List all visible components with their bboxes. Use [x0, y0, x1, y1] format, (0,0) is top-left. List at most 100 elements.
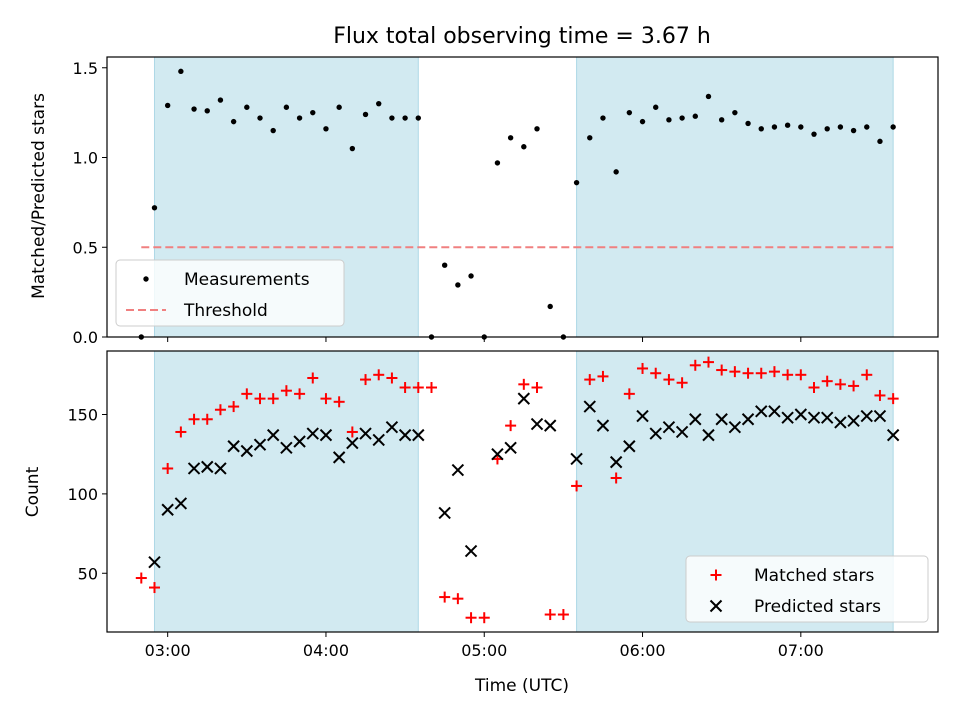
top-y-axis-label: Matched/Predicted stars — [29, 93, 49, 299]
data-point — [518, 378, 530, 390]
data-point — [310, 109, 316, 116]
data-point — [689, 413, 702, 426]
data-point — [782, 369, 794, 381]
data-point — [666, 117, 672, 123]
data-point — [164, 102, 171, 109]
data-point — [729, 366, 741, 378]
data-point — [270, 127, 276, 134]
data-point — [415, 115, 421, 121]
data-point — [332, 451, 346, 464]
data-point — [675, 425, 689, 439]
data-point — [850, 127, 857, 134]
data-point — [794, 408, 808, 421]
legend-label: Measurements — [184, 270, 310, 290]
top-panel: 0.0 0.5 1.0 1.5 Measurements Threshold — [73, 56, 939, 347]
data-point — [758, 126, 764, 132]
bottom-x-tick-label: 03:00 — [145, 641, 191, 660]
data-point — [741, 413, 755, 426]
data-point — [824, 126, 830, 132]
data-point — [662, 420, 676, 434]
data-point — [386, 372, 398, 384]
bottom-y-tick-label: 150 — [67, 406, 98, 425]
data-point — [504, 441, 517, 455]
data-point — [385, 420, 399, 434]
data-point — [465, 612, 477, 624]
data-point — [451, 463, 465, 477]
data-point — [663, 374, 675, 386]
data-point — [834, 416, 847, 429]
data-point — [530, 417, 544, 431]
top-y-tick-label: 0.0 — [73, 328, 98, 347]
data-point — [412, 428, 425, 442]
data-point — [398, 428, 412, 442]
data-point — [478, 612, 490, 624]
data-point — [649, 427, 662, 440]
data-point — [228, 401, 240, 413]
top-y-tick-label: 1.5 — [73, 59, 98, 78]
data-point — [886, 428, 900, 442]
data-point — [768, 405, 781, 418]
data-point — [505, 420, 517, 432]
data-point — [191, 106, 197, 112]
data-point — [609, 455, 623, 469]
bottom-y-axis-label: Count — [23, 466, 43, 517]
data-point — [584, 374, 596, 386]
x-axis-label: Time (UTC) — [474, 676, 569, 696]
data-point — [689, 359, 701, 371]
data-point — [283, 104, 290, 110]
data-point — [293, 435, 306, 448]
legend-label: Predicted stars — [754, 597, 881, 617]
data-point — [507, 135, 514, 141]
data-point — [543, 419, 557, 432]
data-point — [399, 382, 411, 394]
bottom-panel: 50 100 150 03:00 04:00 05:00 06:00 07:00 Matched… — [67, 350, 939, 660]
legend-marker — [710, 569, 722, 581]
top-y-tick-label: 1.0 — [73, 149, 98, 168]
top-legend: Measurements Threshold — [115, 259, 345, 327]
data-point — [848, 380, 860, 392]
top-shaded-region-2 — [576, 56, 894, 338]
data-point — [188, 413, 200, 425]
data-point — [534, 126, 540, 132]
data-point — [705, 93, 712, 100]
data-point — [359, 427, 372, 440]
data-point — [135, 572, 147, 584]
data-point — [639, 118, 646, 125]
data-point — [877, 138, 883, 145]
data-point — [214, 462, 227, 475]
data-point — [807, 411, 821, 424]
data-point — [204, 108, 210, 114]
data-point — [864, 124, 870, 130]
data-point — [346, 426, 358, 438]
data-point — [148, 582, 160, 594]
data-point — [623, 388, 635, 400]
bottom-legend: Matched stars Predicted stars — [685, 555, 929, 623]
data-point — [240, 444, 254, 458]
data-point — [890, 124, 896, 130]
data-point — [360, 374, 372, 386]
data-point — [637, 362, 649, 374]
data-point — [745, 120, 751, 127]
data-point — [821, 375, 833, 387]
data-point — [214, 404, 226, 416]
data-point — [610, 472, 622, 484]
data-point — [294, 388, 306, 400]
data-point — [441, 262, 448, 268]
data-point — [307, 372, 319, 384]
data-point — [372, 433, 385, 447]
data-point — [412, 382, 424, 394]
bottom-series-matched-stars — [135, 356, 899, 624]
data-point — [244, 104, 250, 110]
data-point — [623, 440, 636, 453]
top-y-tick-label: 0.5 — [73, 238, 98, 257]
data-point — [702, 428, 715, 442]
data-point — [573, 179, 580, 186]
data-point — [784, 122, 791, 128]
data-point — [230, 118, 237, 125]
data-point — [798, 124, 804, 130]
data-point — [597, 370, 609, 382]
data-point — [362, 111, 369, 118]
data-point — [425, 382, 437, 394]
data-point — [587, 135, 593, 141]
